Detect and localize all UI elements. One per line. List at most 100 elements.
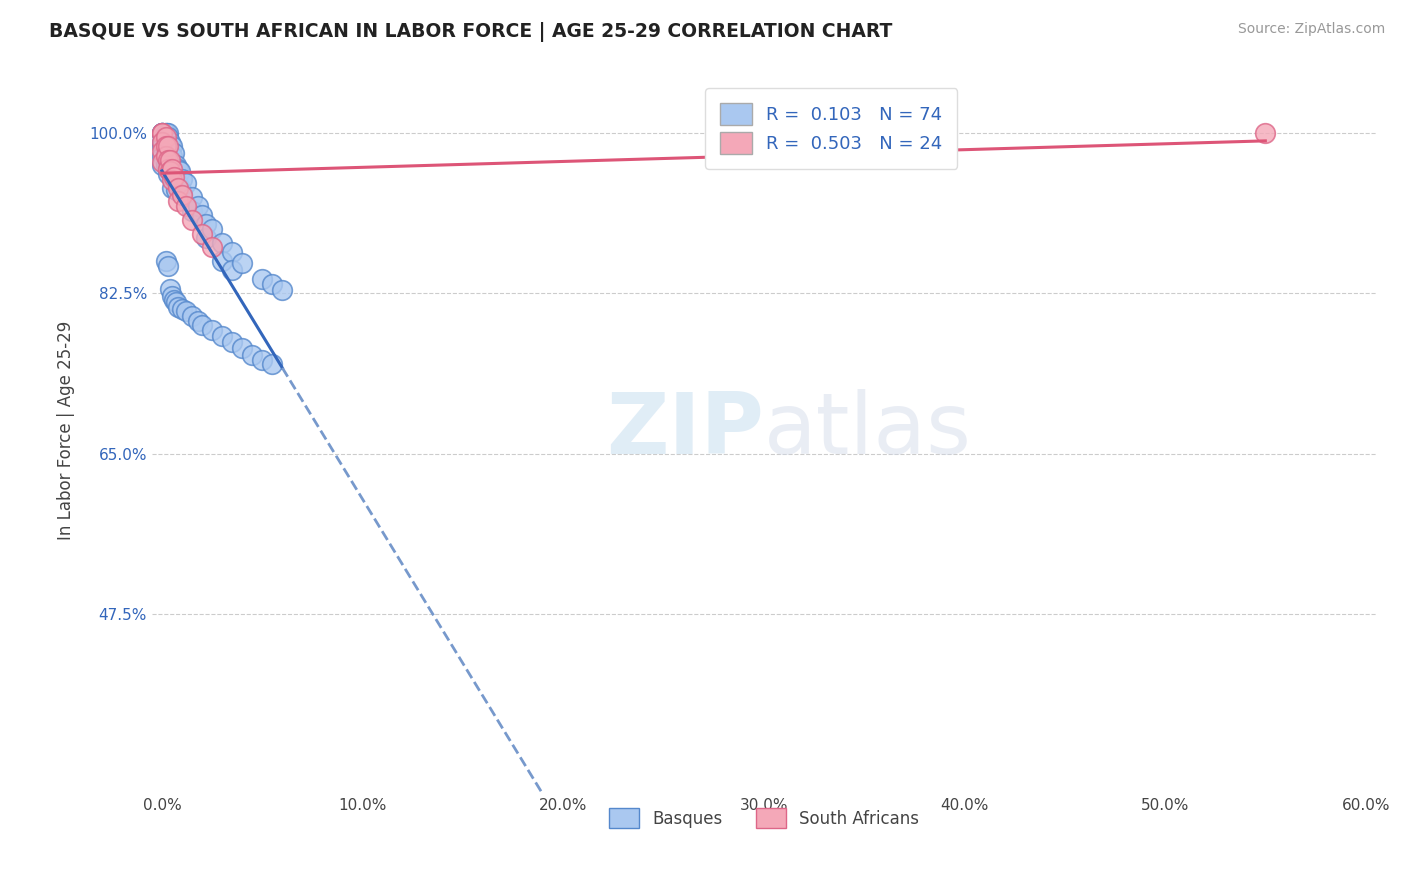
Point xyxy=(163,145,186,160)
Point xyxy=(159,164,181,178)
Point xyxy=(167,180,190,194)
Point xyxy=(262,277,284,291)
Point xyxy=(155,158,177,172)
Point xyxy=(271,283,294,297)
Point xyxy=(201,222,224,236)
Point xyxy=(155,139,177,153)
Point xyxy=(160,158,183,172)
Point xyxy=(150,135,173,149)
Point xyxy=(156,130,179,145)
Point xyxy=(156,139,179,153)
Text: BASQUE VS SOUTH AFRICAN IN LABOR FORCE | AGE 25-29 CORRELATION CHART: BASQUE VS SOUTH AFRICAN IN LABOR FORCE |… xyxy=(49,22,893,42)
Point xyxy=(165,158,187,172)
Point xyxy=(231,341,253,355)
Point xyxy=(1254,126,1277,140)
Point xyxy=(167,162,190,177)
Point xyxy=(155,126,177,140)
Point xyxy=(150,126,173,140)
Point xyxy=(163,169,186,184)
Point xyxy=(170,171,193,186)
Point xyxy=(187,199,209,213)
Point xyxy=(160,173,183,187)
Point xyxy=(191,208,214,222)
Point xyxy=(221,263,243,277)
Point xyxy=(155,148,177,162)
Point xyxy=(169,164,191,178)
Point xyxy=(156,259,179,273)
Point xyxy=(160,289,183,303)
Point xyxy=(181,309,204,323)
Point xyxy=(163,158,186,172)
Point xyxy=(252,353,274,368)
Point xyxy=(240,347,263,361)
Point xyxy=(150,155,173,169)
Text: atlas: atlas xyxy=(763,389,972,472)
Point xyxy=(160,148,183,162)
Point xyxy=(156,158,179,172)
Point xyxy=(160,162,183,177)
Point xyxy=(156,167,179,181)
Point xyxy=(155,135,177,149)
Point xyxy=(170,188,193,202)
Point xyxy=(191,227,214,241)
Point xyxy=(174,176,197,190)
Point xyxy=(160,139,183,153)
Point xyxy=(156,162,179,177)
Point xyxy=(159,144,181,158)
Point xyxy=(159,155,181,169)
Point xyxy=(170,301,193,316)
Point xyxy=(167,300,190,314)
Point xyxy=(155,130,177,145)
Point xyxy=(150,158,173,172)
Point xyxy=(150,126,173,140)
Point xyxy=(160,180,183,194)
Point xyxy=(159,135,181,149)
Point xyxy=(156,126,179,140)
Text: Source: ZipAtlas.com: Source: ZipAtlas.com xyxy=(1237,22,1385,37)
Point xyxy=(191,318,214,333)
Point xyxy=(163,293,186,307)
Point xyxy=(211,329,233,343)
Point xyxy=(231,256,253,270)
Point xyxy=(170,186,193,200)
Point xyxy=(195,231,218,245)
Point xyxy=(163,171,186,186)
Point xyxy=(211,254,233,268)
Point xyxy=(221,334,243,349)
Point xyxy=(150,126,173,140)
Point xyxy=(211,235,233,250)
Point xyxy=(150,144,173,158)
Point xyxy=(150,126,173,140)
Point xyxy=(160,167,183,181)
Point xyxy=(165,295,187,310)
Point xyxy=(159,153,181,168)
Legend: Basques, South Africans: Basques, South Africans xyxy=(602,801,925,835)
Point xyxy=(167,194,190,209)
Point xyxy=(150,126,173,140)
Point xyxy=(195,218,218,232)
Text: ZIP: ZIP xyxy=(606,389,763,472)
Point xyxy=(155,126,177,140)
Y-axis label: In Labor Force | Age 25-29: In Labor Force | Age 25-29 xyxy=(58,321,75,541)
Point xyxy=(156,153,179,168)
Point xyxy=(150,139,173,153)
Point xyxy=(155,144,177,158)
Point xyxy=(201,323,224,337)
Point xyxy=(187,313,209,327)
Point xyxy=(262,357,284,371)
Point xyxy=(167,176,190,190)
Point xyxy=(150,135,173,149)
Point xyxy=(165,169,187,184)
Point xyxy=(181,190,204,204)
Point xyxy=(201,240,224,254)
Point xyxy=(165,182,187,196)
Point xyxy=(252,272,274,286)
Point xyxy=(174,304,197,318)
Point xyxy=(156,148,179,162)
Point xyxy=(169,180,191,194)
Point xyxy=(150,148,173,162)
Point xyxy=(181,212,204,227)
Point xyxy=(156,139,179,153)
Point xyxy=(159,164,181,178)
Point xyxy=(221,244,243,259)
